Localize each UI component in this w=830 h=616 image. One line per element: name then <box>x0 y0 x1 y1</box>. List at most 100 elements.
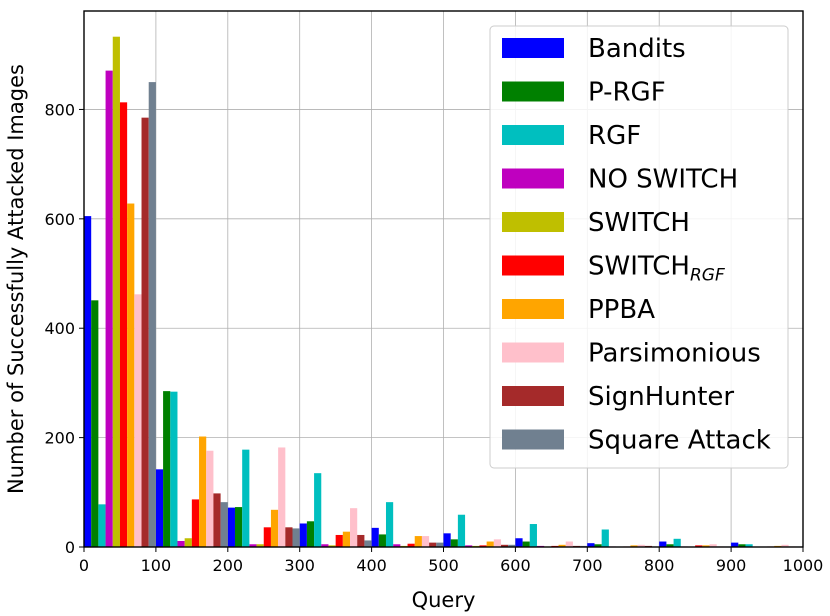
bar <box>335 534 343 547</box>
y-tick-label: 0 <box>65 538 75 557</box>
bar <box>163 391 171 547</box>
x-tick-label: 400 <box>356 556 387 575</box>
legend-swatch <box>502 38 564 58</box>
bar <box>479 545 487 547</box>
y-tick-label: 800 <box>44 100 75 119</box>
x-tick-label: 200 <box>213 556 244 575</box>
bar <box>594 544 602 547</box>
legend-label: NO SWITCH <box>588 165 738 195</box>
bar <box>321 544 329 547</box>
legend-label: SWITCHRGF <box>588 252 725 286</box>
bar <box>314 473 322 547</box>
bar <box>206 450 214 547</box>
legend-swatch <box>502 212 564 232</box>
legend-swatch <box>502 255 564 276</box>
bar <box>249 544 257 547</box>
bar <box>191 499 200 547</box>
bar <box>177 540 185 547</box>
y-tick-label: 600 <box>44 210 75 229</box>
legend-label: Bandits <box>588 34 686 64</box>
x-tick-label: 100 <box>141 556 172 575</box>
bar <box>393 544 401 547</box>
y-tick-label: 400 <box>44 319 75 338</box>
bar <box>486 541 494 547</box>
x-tick-label: 900 <box>716 556 747 575</box>
legend-swatch <box>502 342 564 363</box>
bar <box>630 545 638 547</box>
bar <box>357 534 365 547</box>
bar <box>436 542 444 547</box>
bar <box>450 539 458 547</box>
x-tick-label: 800 <box>644 556 675 575</box>
bar <box>515 538 523 547</box>
bar <box>306 521 315 547</box>
bar <box>745 544 753 547</box>
bar <box>501 544 509 547</box>
bar <box>522 541 530 547</box>
legend-swatch <box>502 299 564 319</box>
legend-label: Parsimonious <box>588 339 761 369</box>
bar <box>637 544 645 547</box>
bar <box>270 509 279 547</box>
bar <box>84 216 92 547</box>
bar <box>328 545 336 547</box>
bar <box>227 507 235 547</box>
bar <box>285 527 293 547</box>
bar <box>558 544 566 547</box>
legend-label: SignHunter <box>588 382 734 412</box>
bar <box>292 528 300 547</box>
bar <box>299 523 307 547</box>
y-axis-label: Number of Successfully Attacked Images <box>4 64 28 494</box>
bar <box>421 536 430 547</box>
bar <box>465 545 473 547</box>
legend-swatch <box>502 429 564 450</box>
legend-swatch <box>502 125 564 145</box>
bar <box>508 544 516 547</box>
y-tick-label: 200 <box>44 429 75 448</box>
bar <box>155 469 164 547</box>
bar <box>342 531 351 547</box>
legend-swatch <box>502 168 564 189</box>
bar <box>666 544 674 547</box>
bar <box>98 504 106 547</box>
bar <box>529 524 537 547</box>
x-axis-label: Query <box>412 588 476 612</box>
bar <box>170 391 178 547</box>
bar <box>134 294 142 547</box>
bar <box>443 533 451 547</box>
bar <box>457 514 466 547</box>
bar <box>256 544 264 547</box>
bar <box>781 544 789 547</box>
legend-label: P-RGF <box>588 78 666 108</box>
bar <box>709 544 717 547</box>
bar <box>263 527 271 547</box>
bar <box>105 70 113 547</box>
bar <box>731 542 739 547</box>
bar <box>414 536 422 547</box>
bar <box>242 449 250 547</box>
bar <box>220 502 228 547</box>
legend: Bandits P-RGF RGF NO SWITCH SWITCH SWITCHRGF P… <box>489 25 789 469</box>
bar <box>429 542 437 547</box>
bar <box>119 102 128 547</box>
bar <box>371 527 379 547</box>
bar <box>184 538 192 547</box>
legend-label: PPBA <box>588 295 655 325</box>
bar <box>587 543 595 547</box>
bar <box>350 508 358 547</box>
bar <box>148 82 156 547</box>
x-tick-label: 500 <box>428 556 459 575</box>
bar <box>702 545 710 547</box>
legend-label: RGF <box>588 121 641 151</box>
x-tick-label: 1000 <box>783 556 824 575</box>
x-tick-label: 600 <box>500 556 531 575</box>
bar <box>385 502 394 547</box>
legend-label: SWITCH <box>588 208 690 238</box>
bar <box>213 493 221 547</box>
x-tick-label: 0 <box>79 556 89 575</box>
bar <box>234 507 243 547</box>
bar <box>91 300 99 547</box>
bar <box>565 541 573 547</box>
